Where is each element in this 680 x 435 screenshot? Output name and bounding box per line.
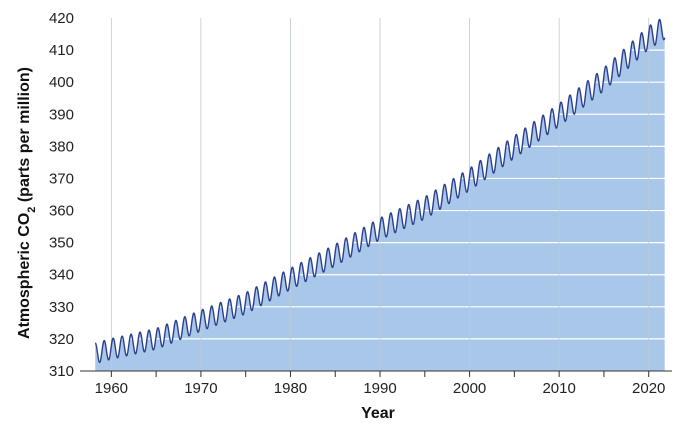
x-tick-label: 2010 — [542, 380, 575, 397]
y-tick-label: 400 — [49, 74, 74, 91]
y-tick-label: 360 — [49, 203, 74, 220]
y-tick-label: 410 — [49, 42, 74, 59]
x-tick-label: 1980 — [274, 380, 307, 397]
co2-area — [95, 19, 665, 371]
y-tick-label: 390 — [49, 106, 74, 123]
x-tick-label: 1990 — [363, 380, 396, 397]
x-axis-title: Year — [361, 405, 395, 422]
y-tick-label: 330 — [49, 299, 74, 316]
y-axis-title-main: Atmospheric CO — [16, 213, 33, 339]
x-tick-label: 1970 — [184, 380, 217, 397]
x-tick-label: 2020 — [632, 380, 665, 397]
x-axis: 1960 1970 1980 1990 2000 2010 2020 — [80, 370, 672, 397]
plot-area — [80, 17, 672, 371]
x-tick-label: 1960 — [95, 380, 128, 397]
y-tick-label: 310 — [49, 363, 74, 380]
x-tick-label: 2000 — [453, 380, 486, 397]
y-tick-label: 380 — [49, 138, 74, 155]
y-tick-label: 320 — [49, 331, 74, 348]
y-tick-label: 370 — [49, 170, 74, 187]
co2-series-line — [94, 18, 666, 364]
y-axis-title: Atmospheric CO2 (parts per million) — [16, 67, 38, 339]
y-tick-label: 420 — [49, 10, 74, 27]
y-tick-label: 340 — [49, 267, 74, 284]
y-axis: 310 320 330 340 350 360 370 380 390 400 410 420 — [49, 10, 74, 380]
y-tick-label: 350 — [49, 235, 74, 252]
y-axis-title-subscript: 2 — [26, 207, 38, 213]
y-axis-title-suffix: (parts per million) — [16, 67, 33, 207]
